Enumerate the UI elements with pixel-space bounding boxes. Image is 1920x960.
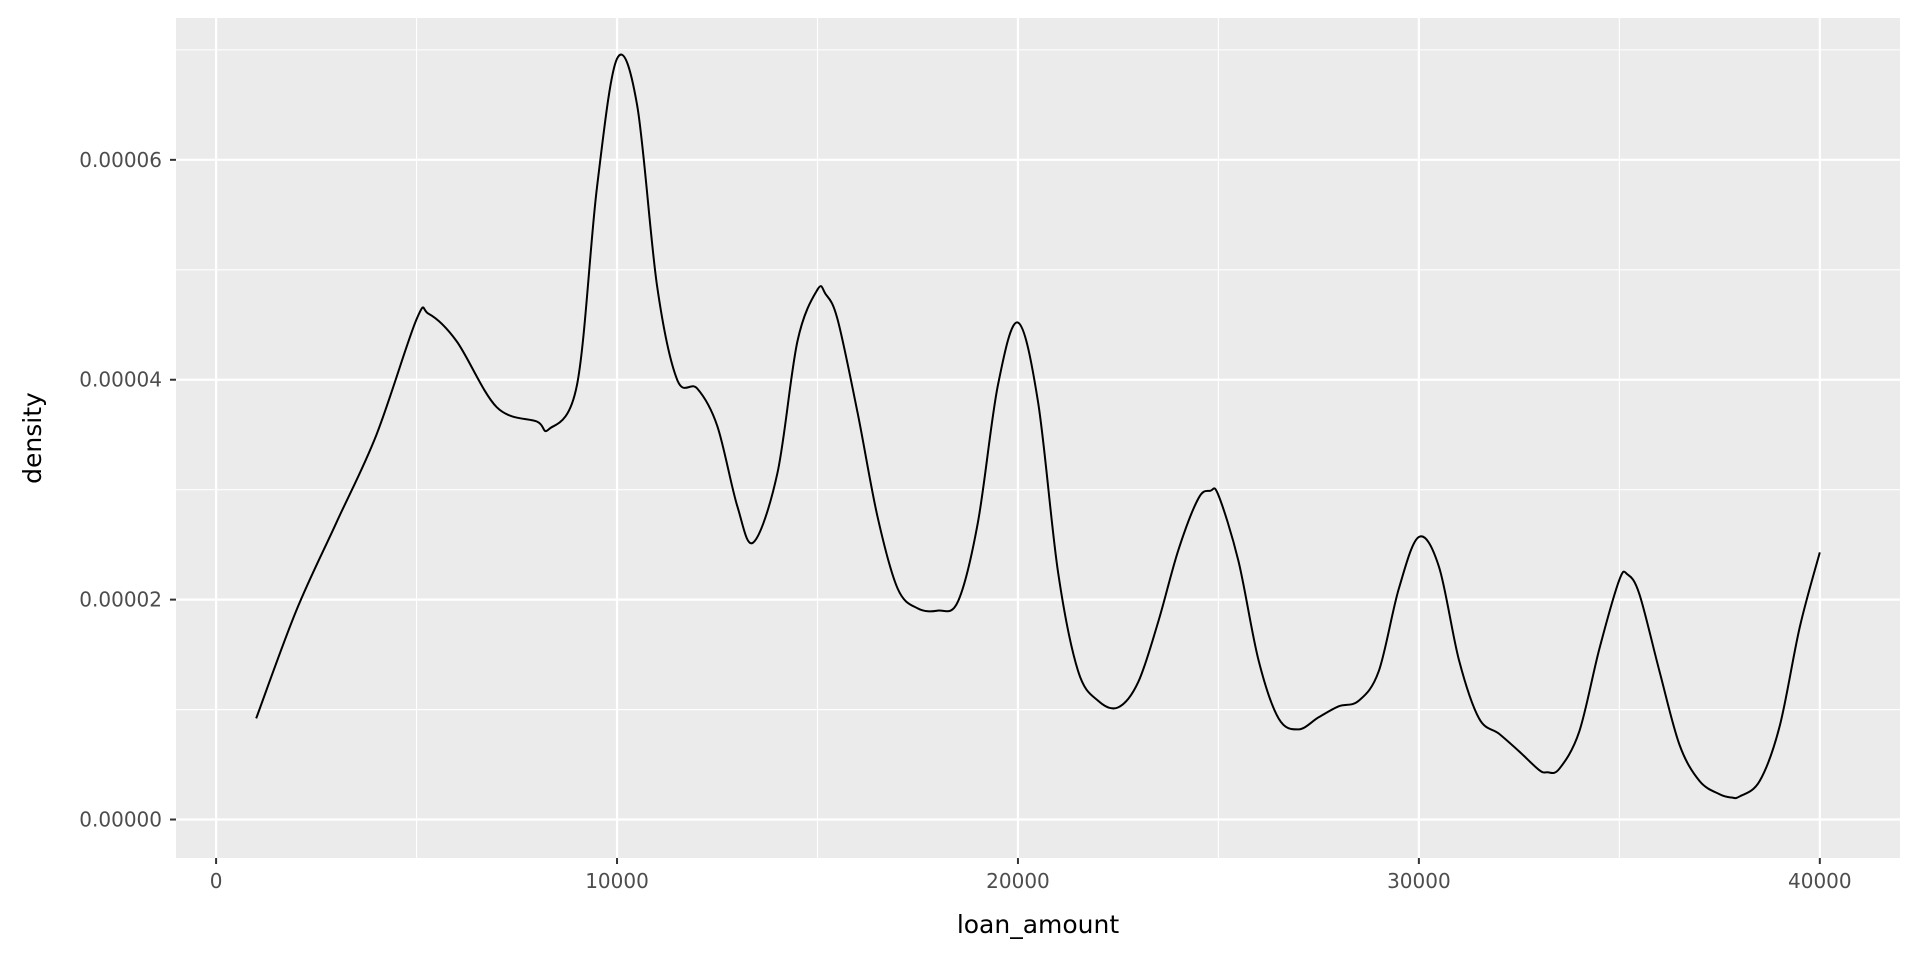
- x-axis-title: loan_amount: [957, 910, 1120, 939]
- y-tick-label: 0.00000: [79, 808, 162, 832]
- x-tick-label: 40000: [1788, 869, 1852, 893]
- density-line: [255, 53, 1821, 800]
- y-tick-labels: 0.00000 0.00002 0.00004 0.00006: [79, 148, 162, 832]
- x-tick-label: 10000: [585, 869, 649, 893]
- y-tick-label: 0.00004: [79, 368, 162, 392]
- x-tick-labels: 0 10000 20000 30000 40000: [210, 869, 1852, 893]
- x-tick-label: 0: [210, 869, 223, 893]
- y-tick-label: 0.00006: [79, 148, 162, 172]
- x-tick-label: 30000: [1387, 869, 1451, 893]
- y-axis-title: density: [18, 392, 47, 484]
- y-tick-label: 0.00002: [79, 588, 162, 612]
- x-tick-label: 20000: [986, 869, 1050, 893]
- axis-tick-marks: [170, 158, 1821, 864]
- minor-gridlines: [176, 18, 1900, 858]
- panel-background: [176, 18, 1900, 858]
- series-layer: [255, 53, 1821, 800]
